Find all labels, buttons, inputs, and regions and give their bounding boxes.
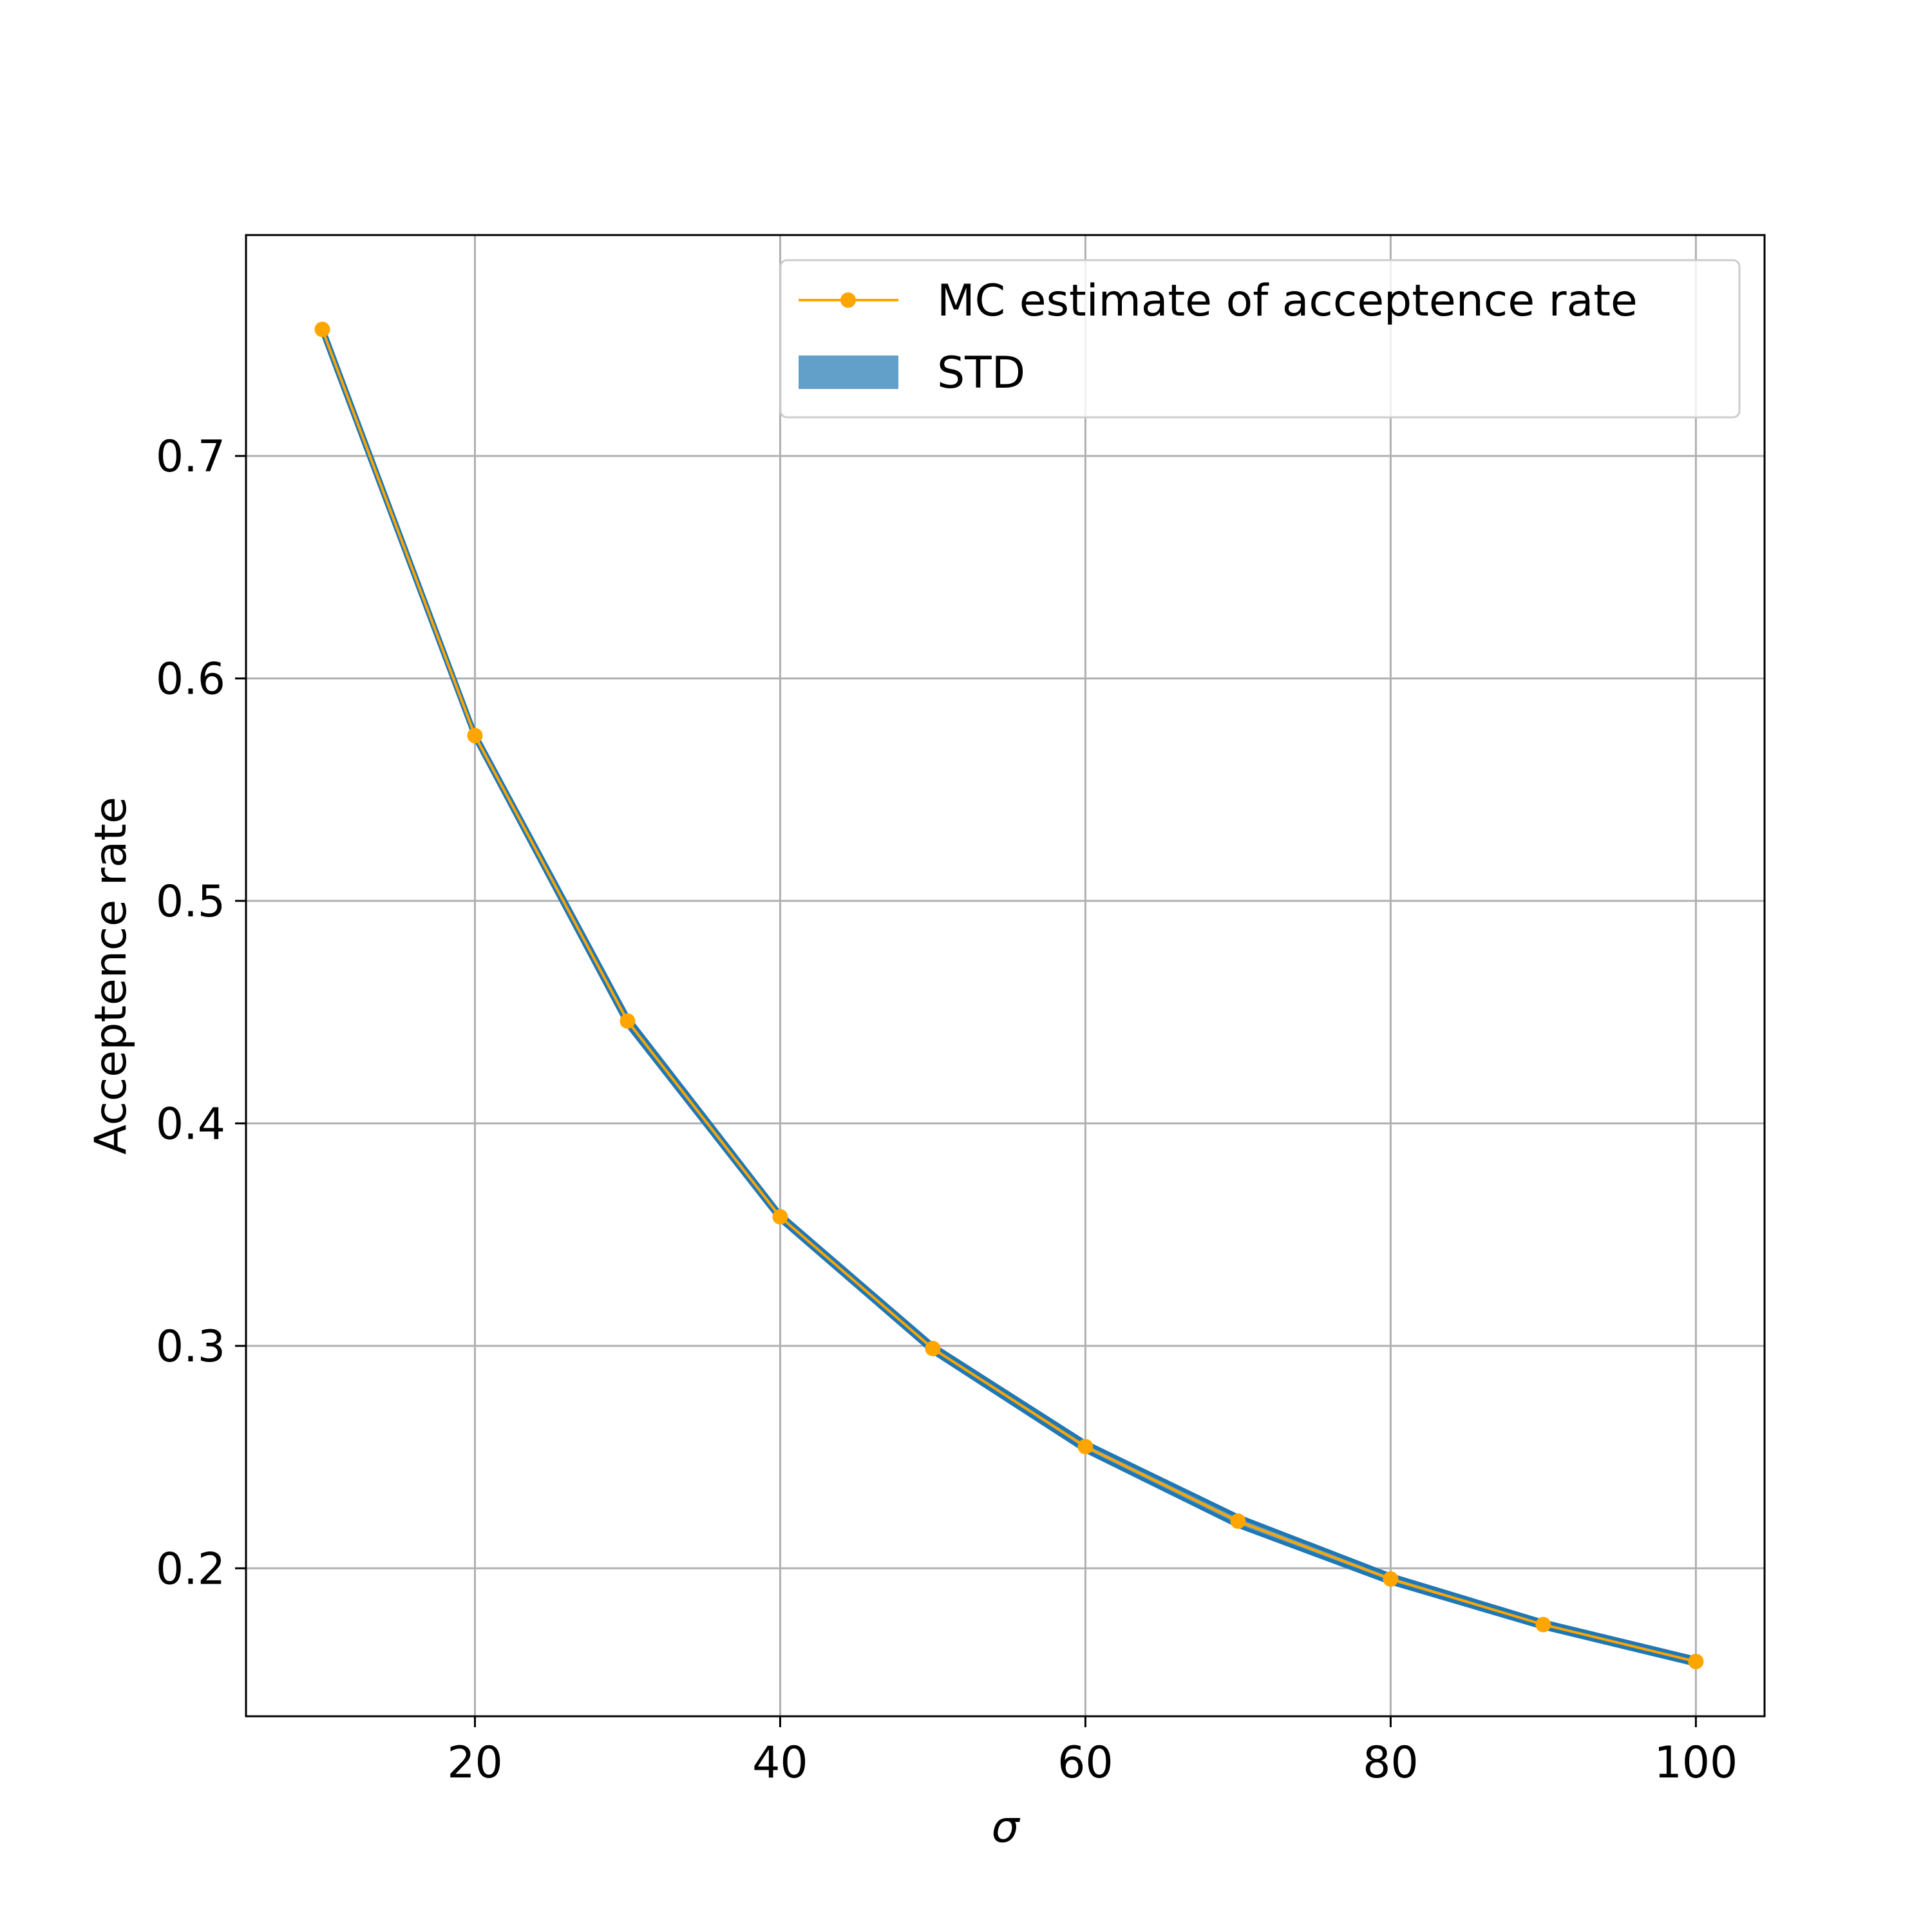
grid [246, 235, 1765, 1716]
y-tick-label: 0.2 [156, 1544, 225, 1595]
x-tick-label: 80 [1363, 1738, 1419, 1788]
mc-data-point [1535, 1616, 1551, 1633]
mc-data-point [772, 1209, 788, 1225]
x-tick-label: 20 [447, 1738, 503, 1788]
x-tick-label: 100 [1654, 1738, 1738, 1788]
plot-frame [245, 234, 1766, 1718]
x-tick-label: 40 [752, 1738, 808, 1788]
mc-data-point [1077, 1439, 1094, 1455]
mc-data-point [925, 1340, 941, 1356]
legend-label-std: STD [937, 348, 1025, 399]
y-tick-label: 0.6 [156, 654, 225, 705]
mc-series [314, 321, 1704, 1670]
y-tick-label: 0.3 [156, 1321, 225, 1372]
y-tick-label: 0.4 [156, 1099, 225, 1150]
mc-data-point [314, 321, 330, 337]
y-axis-label: Acceptence rate [86, 797, 137, 1155]
mc-data-point [467, 728, 483, 744]
legend: MC estimate of acceptence rate STD [779, 259, 1741, 419]
legend-box [779, 259, 1741, 419]
legend-marker-swatch [840, 292, 856, 308]
mc-series-line [321, 328, 1696, 1663]
mc-data-point [1688, 1654, 1704, 1670]
x-tick-label: 60 [1057, 1738, 1113, 1788]
y-tick-label: 0.7 [156, 431, 225, 482]
mc-data-point [620, 1013, 636, 1029]
ticks: 20 40 60 80 100 0.2 0.3 0.4 0.5 0.6 0.7 [156, 431, 1738, 1788]
mc-data-point [1383, 1571, 1399, 1587]
legend-band-swatch [799, 355, 898, 389]
x-axis-label: σ [991, 1802, 1020, 1853]
y-tick-label: 0.5 [156, 876, 225, 927]
mc-data-point [1230, 1513, 1246, 1530]
legend-label-mc: MC estimate of acceptence rate [937, 276, 1638, 327]
